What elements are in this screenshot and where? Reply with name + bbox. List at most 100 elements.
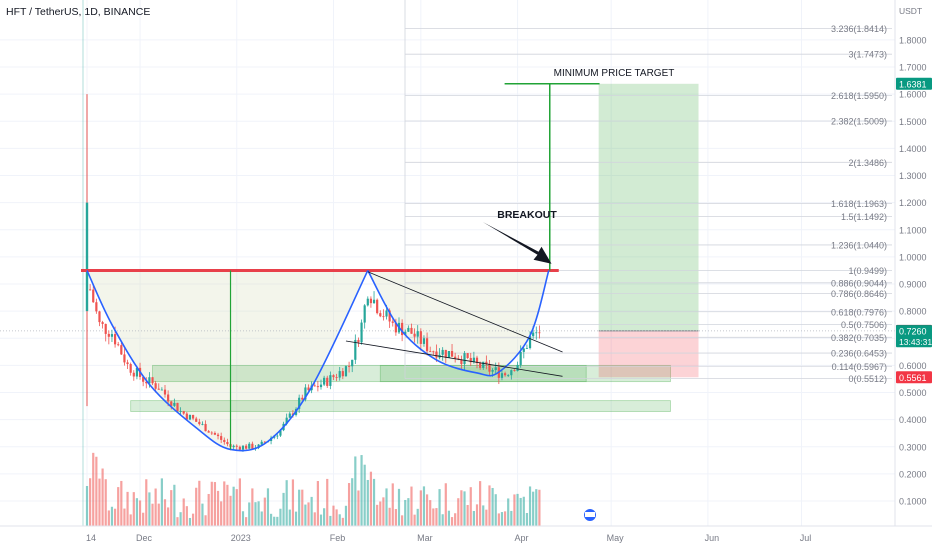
candle-body bbox=[488, 364, 491, 372]
volume-bar bbox=[503, 511, 507, 526]
volume-bar bbox=[338, 514, 341, 526]
target-label: MINIMUM PRICE TARGET bbox=[554, 68, 675, 79]
volume-bar bbox=[223, 481, 226, 526]
candle-body bbox=[135, 367, 139, 377]
volume-bar bbox=[491, 487, 494, 526]
price-tick-label: 1.6000 bbox=[899, 90, 927, 100]
volume-bar bbox=[301, 489, 304, 526]
candle-body bbox=[494, 367, 497, 371]
breakout-arrow bbox=[482, 222, 552, 264]
price-tick-label: 0.6000 bbox=[899, 361, 927, 371]
price-tick-label: 1.8000 bbox=[899, 35, 927, 45]
volume-bar bbox=[288, 509, 291, 526]
candle-body bbox=[95, 302, 98, 312]
volume-bar bbox=[276, 516, 279, 526]
volume-bar bbox=[110, 506, 114, 526]
volume-bar bbox=[397, 488, 401, 526]
candle-body bbox=[500, 373, 504, 378]
time-axis[interactable]: 14 Dec 2023 Feb Mar Apr May Jun Jul bbox=[0, 525, 932, 550]
volume-bar bbox=[419, 490, 422, 526]
candle-body bbox=[263, 441, 266, 443]
fib-level-label: 0.618(0.7976) bbox=[831, 307, 887, 317]
volume-bar bbox=[447, 510, 451, 526]
volume-bar bbox=[92, 452, 95, 526]
volume-bar bbox=[207, 493, 210, 526]
candle-body bbox=[160, 389, 163, 391]
candle-body bbox=[401, 322, 404, 336]
candle-body bbox=[248, 443, 251, 449]
candle-body bbox=[238, 446, 241, 450]
volume-bar bbox=[98, 478, 101, 526]
candle-body bbox=[357, 339, 360, 343]
volume-bar bbox=[482, 505, 485, 526]
price-tick-label: 1.7000 bbox=[899, 63, 927, 73]
candle-body bbox=[101, 322, 104, 324]
time-tick-label: 2023 bbox=[231, 533, 251, 543]
candle-body bbox=[151, 377, 154, 384]
candle-body bbox=[513, 370, 516, 371]
volume-bar bbox=[251, 488, 254, 526]
volume-bar bbox=[488, 485, 491, 526]
time-tick-label: 14 bbox=[86, 533, 96, 543]
volume-bar bbox=[132, 492, 135, 526]
volume-bar bbox=[444, 483, 447, 526]
volume-bar bbox=[241, 511, 245, 526]
volume-bar bbox=[188, 517, 192, 526]
volume-bar bbox=[163, 499, 167, 526]
volume-bar bbox=[404, 499, 407, 526]
fib-level-label: 0(0.5512) bbox=[848, 374, 887, 384]
candle-body bbox=[422, 338, 426, 344]
price-tick-label: 1.0000 bbox=[899, 252, 927, 262]
candle-body bbox=[441, 349, 444, 355]
price-tick-label: 0.1000 bbox=[899, 497, 927, 507]
volume-bar bbox=[316, 481, 319, 526]
candle-body bbox=[179, 411, 182, 412]
flag-icon-stripe bbox=[585, 512, 595, 517]
candle-body bbox=[182, 411, 185, 414]
candle-body bbox=[110, 334, 114, 337]
candle-body bbox=[447, 351, 451, 358]
volume-bar bbox=[85, 486, 89, 526]
candle-body bbox=[148, 377, 151, 384]
price-tick-label: 1.1000 bbox=[899, 225, 927, 235]
candle-body bbox=[104, 323, 107, 334]
candle-body bbox=[344, 366, 348, 377]
volume-bar bbox=[216, 490, 220, 526]
volume-bar bbox=[329, 515, 332, 526]
volume-bar bbox=[416, 508, 419, 526]
candle-body bbox=[410, 327, 413, 334]
candle-body bbox=[332, 375, 335, 378]
candle-body bbox=[323, 377, 326, 385]
candle-body bbox=[388, 310, 391, 322]
fib-extension: 3.236(1.8414) 3(1.7473) 2.618(1.5950) 2.382… bbox=[404, 0, 892, 384]
volume-bar bbox=[516, 493, 519, 526]
candle-body bbox=[475, 357, 479, 364]
demand-zone bbox=[130, 400, 671, 412]
time-tick-label: Feb bbox=[330, 533, 346, 543]
volume-bar bbox=[460, 490, 463, 526]
price-marker bbox=[896, 371, 932, 384]
volume-bar bbox=[126, 491, 129, 526]
fib-level-label: 2.618(1.5950) bbox=[831, 91, 887, 101]
volume-bar bbox=[344, 505, 348, 526]
volume-bar bbox=[257, 501, 260, 526]
fib-level-label: 0.114(0.5967) bbox=[832, 362, 887, 372]
candle-body bbox=[307, 387, 310, 391]
candle-body bbox=[235, 445, 238, 447]
volume-bar bbox=[475, 504, 479, 526]
volume-bar bbox=[385, 488, 388, 526]
fib-level-label: 0.382(0.7035) bbox=[831, 333, 887, 343]
candle-body bbox=[260, 441, 263, 445]
stop-box bbox=[598, 330, 699, 378]
volume-bar bbox=[173, 484, 176, 526]
fib-level-label: 3.236(1.8414) bbox=[831, 24, 887, 34]
candle-body bbox=[432, 351, 435, 353]
volume-bar bbox=[95, 456, 98, 526]
time-tick-label: Apr bbox=[515, 533, 529, 543]
volume-bar bbox=[366, 479, 369, 526]
candle-body bbox=[538, 332, 541, 334]
volume-bar bbox=[135, 498, 139, 526]
price-axis[interactable]: USDT 1.8000 1.7000 1.6000 1.5000 1.4000 1.3000… bbox=[894, 0, 932, 550]
candle-body bbox=[413, 333, 416, 337]
